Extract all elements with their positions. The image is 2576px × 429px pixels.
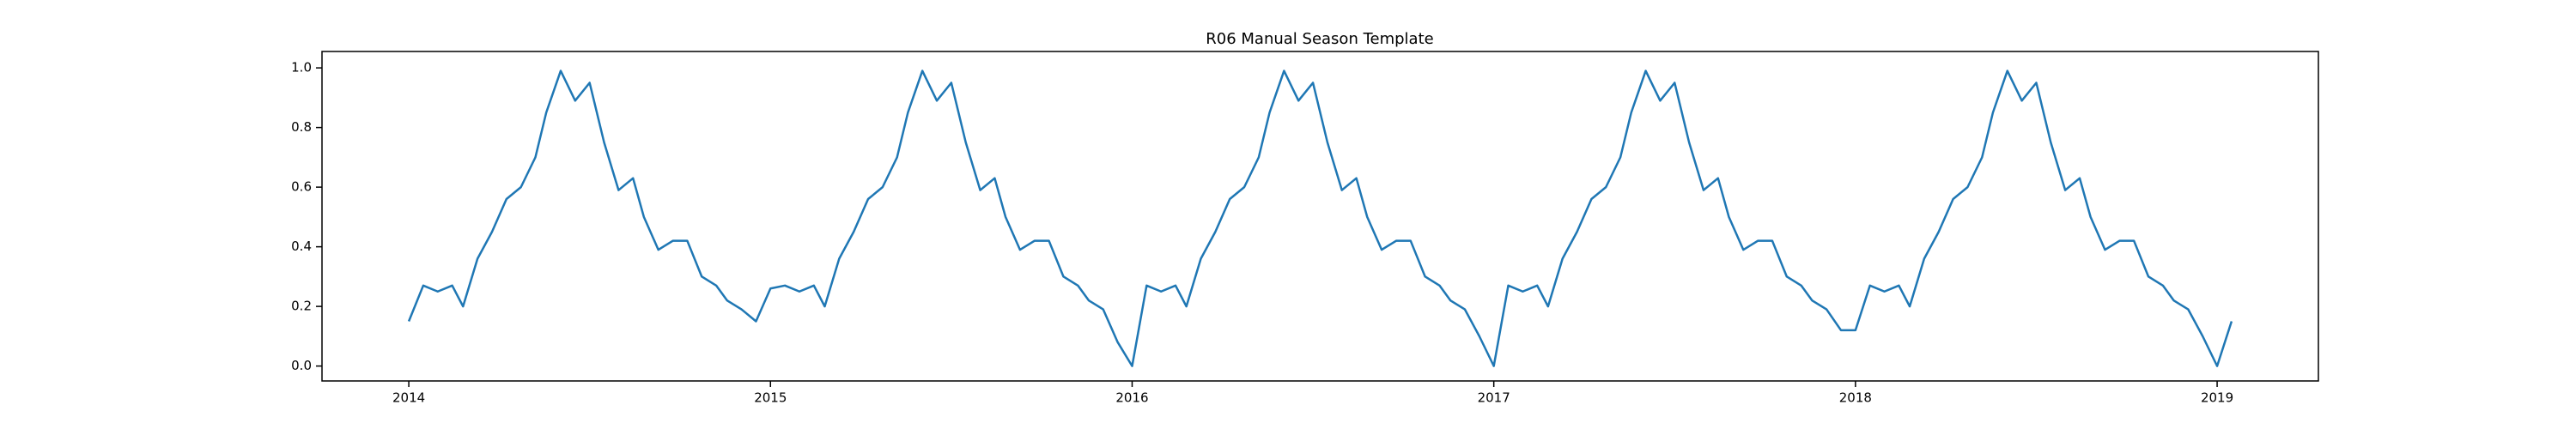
line [407,69,2233,367]
x-tick-label: 2016 [1115,390,1148,406]
chart-title: R06 Manual Season Template [1206,30,1433,48]
y-tick-label: 0.0 [291,358,312,373]
y-tick-label: 0.6 [291,179,312,195]
x-tick-label: 2019 [2201,390,2233,406]
x-tick-label: 2014 [392,390,425,406]
y-tick-label: 0.8 [291,119,312,135]
y-tick-label: 1.0 [291,60,312,76]
plot-frame [321,51,2319,382]
x-tick-label: 2015 [754,390,787,406]
y-tick-label: 0.4 [291,239,312,254]
x-tick-label: 2017 [1478,390,1510,406]
y-tick-label: 0.2 [291,299,312,314]
x-tick-label: 2018 [1839,390,1872,406]
